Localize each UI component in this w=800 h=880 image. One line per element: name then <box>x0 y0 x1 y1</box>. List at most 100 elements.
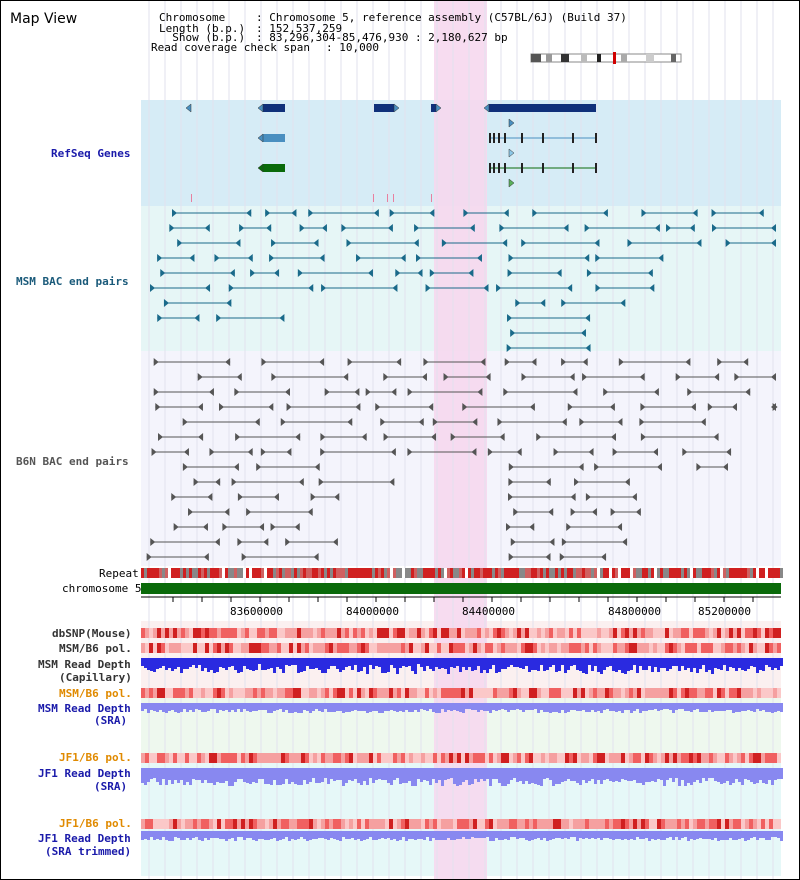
jf1-depth-bar <box>147 768 150 782</box>
msm-cap-depth-bar <box>519 658 522 668</box>
msm-pol-strip-2 <box>461 688 465 698</box>
repeat-segment <box>330 568 333 578</box>
msm-sra-depth-bar <box>282 703 285 712</box>
b6n-bac-pair-end <box>151 448 157 456</box>
msm-pol-strip <box>749 643 753 653</box>
jf1-pol-strip <box>437 753 441 763</box>
span-key-label: Read coverage check span <box>151 41 310 54</box>
repeat-segment <box>669 568 672 578</box>
jf1-pol-strip <box>649 753 653 763</box>
msm-sra-depth-bar <box>375 703 378 711</box>
dbsnp-strip <box>205 628 209 638</box>
msm-pol-strip <box>489 643 493 653</box>
msm-cap-depth-bar <box>408 658 411 666</box>
msm-cap-depth-bar <box>537 658 540 671</box>
repeat-segment <box>723 568 726 578</box>
jf1-depth-bar <box>699 768 702 783</box>
b6n-bac-pair-end <box>639 373 645 381</box>
msm-sra-depth-bar <box>666 703 669 709</box>
jf1-depth-bar <box>711 768 714 778</box>
repeat-segment <box>678 568 681 578</box>
repeat-segment <box>543 568 546 578</box>
b6n-bac-pair-end <box>545 478 551 486</box>
dbsnp-strip <box>685 628 689 638</box>
b6n-bac-pair-end <box>508 478 514 486</box>
jf1-pol-strip-2 <box>269 819 273 829</box>
jf1-pol-strip-2 <box>565 819 569 829</box>
jf1-pol-strip-2 <box>637 819 641 829</box>
repeat-segment <box>642 568 645 578</box>
gene-tick <box>373 194 374 202</box>
msm-cap-depth-bar <box>513 658 516 667</box>
b6n-bac-pair-end <box>639 418 645 426</box>
msm-sra-depth-bar <box>147 703 150 713</box>
msm-bac-pair-end <box>585 314 591 322</box>
jf1-pol-strip <box>169 753 173 763</box>
jf1-trim-depth-bar <box>573 831 576 837</box>
jf1-pol-strip-2 <box>709 819 713 829</box>
msm-cap-depth-bar <box>369 658 372 665</box>
jf1-pol-strip <box>249 753 253 763</box>
jf1-depth-bar <box>177 768 180 783</box>
jf1-pol-strip <box>553 753 557 763</box>
msm-cap-depth-bar <box>447 658 450 674</box>
jf1-pol-strip <box>685 753 689 763</box>
b6n-bac-pair-end <box>332 538 338 546</box>
jf1-pol-strip <box>221 753 225 763</box>
msm-bac-pair-end <box>647 269 653 277</box>
msm-sra-depth-bar <box>393 703 396 711</box>
msm-sra-depth-bar <box>459 703 462 712</box>
repeat-segment <box>435 568 438 578</box>
jf1-pol-strip-2 <box>285 819 289 829</box>
repeat-segment <box>147 568 150 578</box>
jf1-trim-depth-bar <box>429 831 432 841</box>
b6n-bac-pair-end <box>548 508 554 516</box>
msm-cap-depth-bar <box>615 658 618 672</box>
jf1-trim-depth-bar <box>189 831 192 840</box>
msm-bac-pair-end <box>247 254 253 262</box>
msm-pol-strip <box>565 643 569 653</box>
msm-cap-depth-bar <box>237 658 240 673</box>
repeat-segment <box>468 568 471 578</box>
b6n-bac-pair-end <box>355 403 361 411</box>
jf1-depth-bar <box>693 768 696 782</box>
jf1-depth-bar <box>624 768 627 780</box>
msm-cap-depth-bar <box>501 658 504 669</box>
msm-cap-depth-bar <box>198 658 201 665</box>
msm-pol-strip-2 <box>361 688 365 698</box>
msm-pol-strip <box>757 643 761 653</box>
repeat-segment <box>567 568 570 578</box>
msm-cap-depth-bar <box>156 658 159 669</box>
dbsnp-strip <box>773 628 777 638</box>
jf1-trim-depth-bar <box>690 831 693 839</box>
msm-sra-depth-bar <box>312 703 315 711</box>
msm-sra-depth-bar <box>240 703 243 712</box>
jf1-trim-depth-bar <box>723 831 726 840</box>
jf1-depth-bar <box>681 768 684 780</box>
msm-bac-pair-end <box>585 344 591 352</box>
dbsnp-strip <box>153 628 157 638</box>
b6n-bac-pair-end <box>521 373 527 381</box>
msm-pol-strip <box>525 643 529 653</box>
jf1-depth-bar <box>357 768 360 783</box>
b6n-bac-pair-end <box>198 433 204 441</box>
msm-bac-pair-end <box>228 284 234 292</box>
msm-cap-depth-bar <box>267 658 270 669</box>
msm-cap-depth-bar <box>705 658 708 672</box>
msm-pol-strip-2 <box>573 688 577 698</box>
msm-cap-depth-bar <box>642 658 645 670</box>
b6n-bac-pair-end <box>690 403 696 411</box>
dbsnp-strip <box>405 628 409 638</box>
dbsnp-strip <box>353 628 357 638</box>
msm-pol-strip <box>381 643 385 653</box>
repeat-segment <box>204 568 207 578</box>
repeat-segment <box>375 568 378 578</box>
jf1-depth-bar <box>330 768 333 779</box>
msm-pol-strip-2 <box>217 688 221 698</box>
jf1-trim-depth-bar <box>252 831 255 840</box>
jf1-pol-strip-2 <box>149 819 153 829</box>
msm-cap-depth-bar <box>414 658 417 674</box>
msm-pol-strip-2 <box>589 688 593 698</box>
b6n-bac-pair-end <box>687 388 693 396</box>
